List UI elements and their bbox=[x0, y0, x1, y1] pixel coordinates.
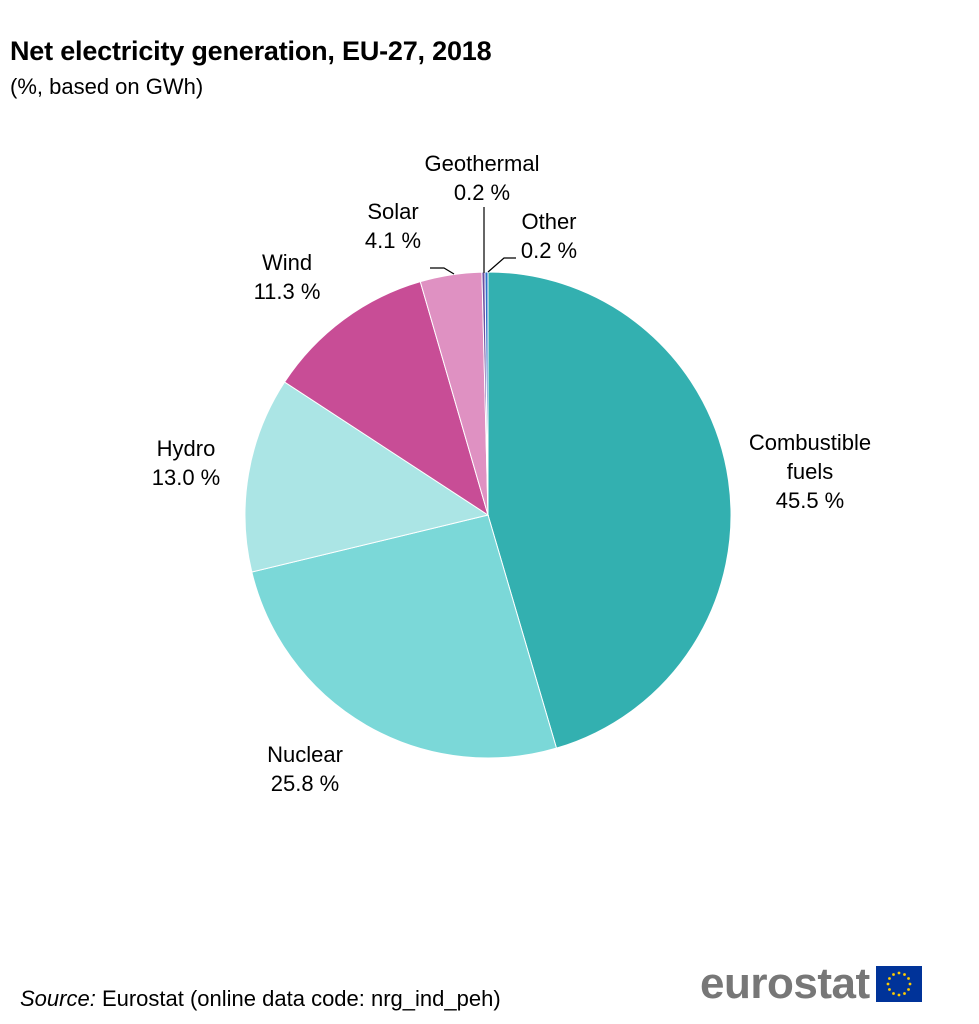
pie-slices bbox=[244, 271, 732, 759]
flag-star bbox=[887, 977, 891, 980]
slice-combustible-fuels bbox=[487, 271, 732, 749]
eu-flag-icon bbox=[875, 966, 922, 1002]
flag-star bbox=[887, 988, 891, 991]
flag-star bbox=[891, 973, 895, 976]
slice-label-hydro: Hydro 13.0 % bbox=[152, 436, 221, 490]
slice-nuclear bbox=[251, 514, 558, 759]
source-text: Eurostat (online data code: nrg_ind_peh) bbox=[95, 986, 501, 1011]
leader-line-other bbox=[487, 257, 516, 273]
source-note: Source: Eurostat (online data code: nrg_… bbox=[20, 986, 501, 1012]
slice-label-geothermal: Geothermal 0.2 % bbox=[425, 151, 540, 205]
slice-other bbox=[484, 271, 489, 516]
slice-label-nuclear: Nuclear 25.8 % bbox=[267, 742, 343, 796]
pie-chart: Combustible fuels 45.5 % Nuclear 25.8 % Hydro… bbox=[152, 151, 871, 796]
eurostat-logo: eurostat bbox=[700, 962, 922, 1006]
flag-star bbox=[897, 993, 900, 997]
leader-line-solar bbox=[430, 267, 455, 275]
source-prefix: Source: bbox=[20, 986, 96, 1011]
slice-label-other: Other 0.2 % bbox=[521, 209, 577, 263]
flag-star bbox=[908, 982, 911, 986]
leader-lines bbox=[430, 207, 516, 275]
flag-star bbox=[886, 982, 889, 986]
slice-label-wind: Wind 11.3 % bbox=[254, 250, 321, 304]
flag-star bbox=[906, 977, 910, 980]
flag-star bbox=[897, 971, 900, 975]
chart-title: Net electricity generation, EU-27, 2018 bbox=[10, 36, 492, 66]
slice-label-solar: Solar 4.1 % bbox=[365, 199, 421, 253]
chart-subtitle: (%, based on GWh) bbox=[10, 74, 204, 99]
slice-labels: Combustible fuels 45.5 % Nuclear 25.8 % Hydro… bbox=[152, 151, 871, 796]
flag-star bbox=[902, 973, 906, 976]
flag-star bbox=[902, 992, 906, 995]
slice-label-combustible-fuels: Combustible fuels 45.5 % bbox=[749, 430, 871, 513]
slice-hydro bbox=[244, 381, 490, 573]
eurostat-logo-text: eurostat bbox=[700, 959, 870, 1008]
flag-star bbox=[891, 992, 895, 995]
flag-star bbox=[906, 988, 910, 991]
